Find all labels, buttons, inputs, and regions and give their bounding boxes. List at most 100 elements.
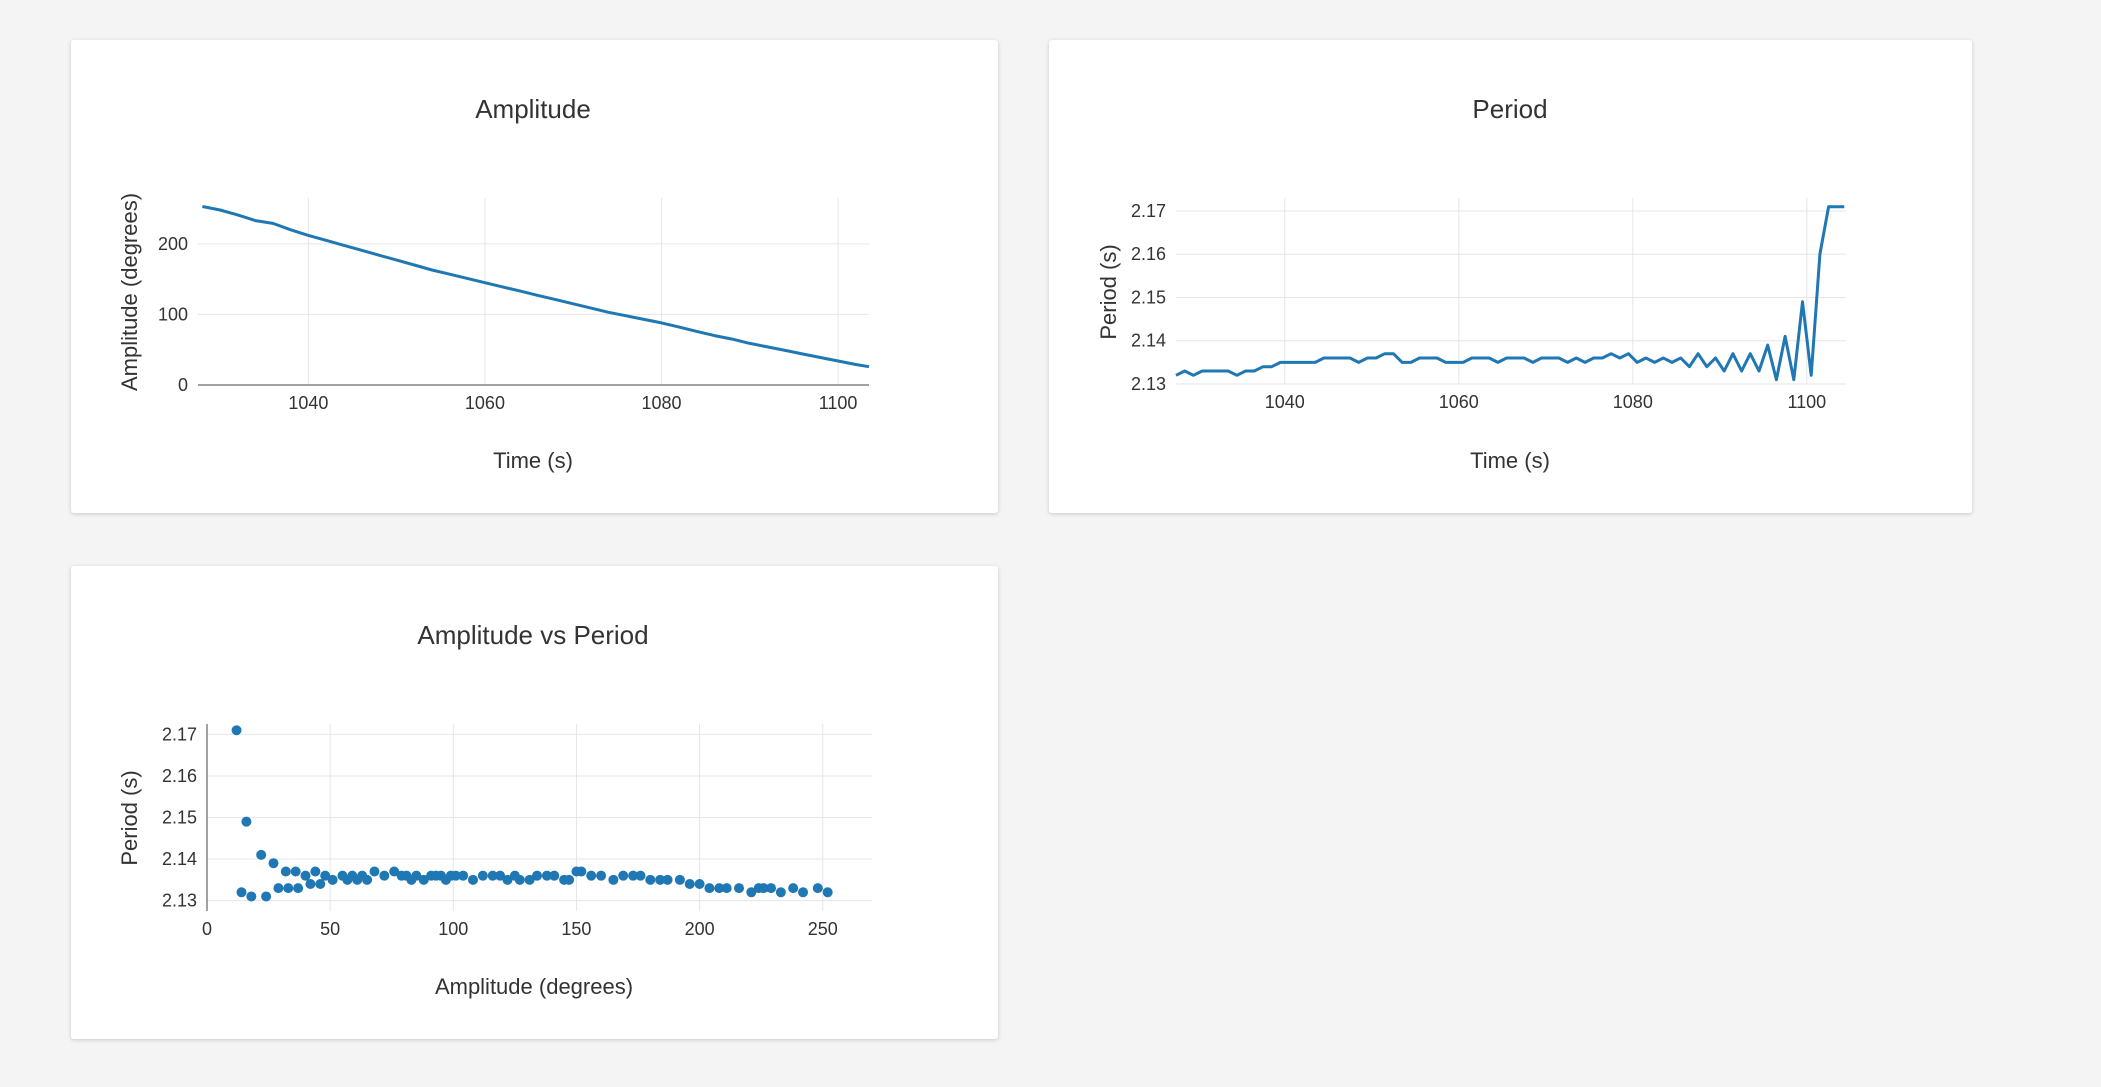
scatter-point [280, 866, 291, 877]
x-tick-label: 250 [808, 919, 838, 939]
scatter-point [290, 866, 301, 877]
scatter-point [532, 870, 543, 881]
scatter-point [256, 849, 267, 860]
x-tick-label: 1100 [819, 393, 858, 413]
scatter-point [362, 874, 373, 885]
y-tick-label: 2.13 [162, 891, 197, 911]
scatter-point [468, 874, 478, 885]
scatter-point [411, 870, 422, 881]
scatter-point [236, 887, 247, 898]
y-tick-label: 100 [158, 304, 188, 324]
y-tick-label: 200 [158, 234, 188, 254]
x-tick-label: 50 [320, 919, 340, 939]
y-tick-label: 2.17 [1131, 201, 1166, 221]
y-tick-label: 2.15 [1131, 287, 1166, 307]
scatter-point [549, 870, 560, 881]
scatter-point [775, 887, 786, 898]
scatter-point [487, 870, 498, 881]
period-x-axis-label: Time (s) [1470, 448, 1550, 473]
scatter-point [293, 883, 304, 894]
scatter-point [514, 874, 525, 885]
scatter-point [645, 874, 656, 885]
gridlines [1176, 198, 1846, 385]
scatter-point [714, 883, 725, 894]
scatter-point [564, 874, 575, 885]
scatter-point [268, 858, 279, 869]
scatter-point [798, 887, 809, 898]
scatter-point [662, 874, 673, 885]
x-tick-label: 1080 [1613, 392, 1653, 412]
scatter-point [576, 866, 587, 877]
y-tick-label: 2.16 [162, 766, 197, 786]
scatter-point [502, 874, 513, 885]
scatter-point [596, 870, 607, 881]
scatter-point [812, 883, 823, 894]
amplitude-vs-period-chart: Amplitude vs Period Amplitude (degrees) … [117, 620, 872, 999]
scatter-point [389, 866, 400, 877]
x-tick-label: 0 [202, 919, 212, 939]
series-line [202, 205, 870, 369]
gridlines [198, 198, 869, 386]
scatter-point [477, 870, 488, 881]
amplitude-chart: Amplitude Time (s) Amplitude (degrees) 1… [117, 94, 870, 473]
x-tick-label: 1040 [288, 393, 328, 413]
x-tick-label: 1080 [641, 393, 681, 413]
scatter-point [694, 878, 705, 889]
amplitude-x-axis-label: Time (s) [493, 448, 573, 473]
scatter-point [418, 874, 429, 885]
period-chart-title: Period [1472, 94, 1547, 124]
y-tick-label: 2.14 [1131, 331, 1166, 351]
scatter-point [495, 870, 506, 881]
y-tick-label: 2.14 [162, 849, 197, 869]
scatter-point [231, 725, 242, 736]
scatter-point [320, 870, 331, 881]
x-tick-label: 1060 [465, 393, 505, 413]
y-tick-label: 0 [178, 375, 188, 395]
period-y-axis-label: Period (s) [1096, 244, 1121, 339]
scatter-points [231, 725, 833, 902]
scatter-x-axis-label: Amplitude (degrees) [435, 974, 633, 999]
scatter-point [746, 887, 757, 898]
scatter-point [758, 883, 769, 894]
scatter-point [241, 816, 252, 827]
y-tick-label: 2.13 [1131, 374, 1166, 394]
scatter-point [586, 870, 597, 881]
amplitude-vs-period-chart-card: Amplitude vs Period Amplitude (degrees) … [71, 566, 998, 1039]
scatter-point [655, 874, 666, 885]
x-tick-label: 1060 [1439, 392, 1479, 412]
amplitude-chart-card: Amplitude Time (s) Amplitude (degrees) 1… [71, 40, 998, 513]
scatter-point [628, 870, 639, 881]
scatter-point [305, 878, 316, 889]
y-tick-label: 2.15 [162, 808, 197, 828]
scatter-point [721, 883, 732, 894]
x-tick-label: 200 [685, 919, 715, 939]
amplitude-chart-title: Amplitude [475, 94, 591, 124]
scatter-point [541, 870, 552, 881]
scatter-point [684, 878, 695, 889]
period-chart: Period Time (s) Period (s) 1040 1060 1080 1… [1096, 94, 1846, 473]
x-tick-label: 1100 [1787, 392, 1826, 412]
scatter-point [766, 883, 777, 894]
scatter-point [273, 883, 284, 894]
scatter-point [450, 870, 461, 881]
amplitude-y-axis-label: Amplitude (degrees) [117, 193, 142, 391]
period-chart-card: Period Time (s) Period (s) 1040 1060 1080 1… [1049, 40, 1972, 513]
series-line [1175, 205, 1845, 382]
scatter-point [300, 870, 311, 881]
x-tick-label: 150 [561, 919, 591, 939]
scatter-point [458, 870, 469, 881]
scatter-point [524, 874, 535, 885]
scatter-point [261, 891, 272, 902]
scatter-point [327, 874, 338, 885]
scatter-point [635, 870, 646, 881]
x-tick-label: 100 [438, 919, 468, 939]
scatter-point [379, 870, 390, 881]
scatter-point [822, 887, 833, 898]
scatter-point [369, 866, 380, 877]
scatter-point [674, 874, 685, 885]
scatter-point [734, 883, 744, 894]
scatter-point [246, 891, 257, 902]
y-tick-label: 2.17 [162, 724, 197, 744]
scatter-point [310, 866, 321, 877]
scatter-point [788, 883, 799, 894]
